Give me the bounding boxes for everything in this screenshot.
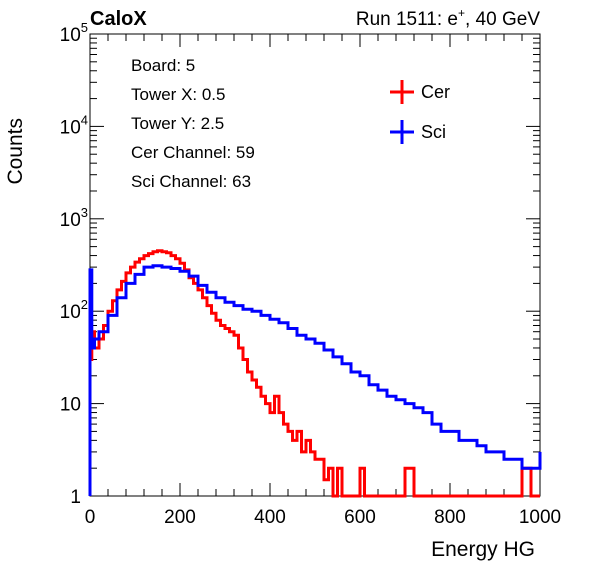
x-axis-title: Energy HG (431, 538, 535, 561)
info-board: Board: 5 (131, 56, 195, 75)
x-tick-label-0: 0 (85, 507, 96, 528)
y-axis-title: Counts (4, 118, 27, 185)
axis-tick-labels: 0 200 400 600 800 1000 1 10 102 103 104 105 (60, 20, 562, 528)
legend-cer-label: Cer (421, 82, 450, 102)
y-tick-label-3: 103 (60, 205, 88, 231)
header-left-label: CaloX (90, 8, 147, 30)
y-tick-label-1: 10 (60, 395, 81, 416)
series-cer-line (88, 249, 540, 498)
legend: Cer Sci (390, 80, 450, 144)
header-charge-superscript: + (458, 6, 465, 20)
info-cer-channel: Cer Channel: 59 (131, 143, 255, 162)
header-run-text: Run 1511: e (356, 9, 458, 30)
header-energy-text: , 40 GeV (465, 9, 540, 30)
plot-frame (89, 33, 541, 497)
legend-sci-label: Sci (421, 122, 446, 142)
y-tick-label-2: 102 (60, 297, 88, 323)
series-sci-line (88, 264, 542, 496)
info-box: Board: 5 Tower X: 0.5 Tower Y: 2.5 Cer C… (131, 56, 255, 191)
x-tick-label-4: 800 (434, 507, 466, 528)
header-right-label: Run 1511: e+, 40 GeV (356, 6, 540, 30)
x-tick-label-2: 400 (254, 507, 286, 528)
legend-item-sci: Sci (390, 120, 446, 144)
info-sci-channel: Sci Channel: 63 (131, 172, 251, 191)
series-layer (88, 249, 542, 498)
legend-item-cer: Cer (390, 80, 450, 104)
y-tick-label-4: 104 (60, 112, 88, 138)
y-tick-label-5: 105 (60, 20, 88, 46)
y-tick-label-0: 1 (70, 487, 81, 508)
axis-ticks (89, 33, 541, 497)
x-tick-label-1: 200 (164, 507, 196, 528)
x-tick-label-5: 1000 (519, 507, 561, 528)
info-tower-y: Tower Y: 2.5 (131, 114, 224, 133)
x-tick-label-3: 600 (344, 507, 376, 528)
info-tower-x: Tower X: 0.5 (131, 85, 226, 104)
